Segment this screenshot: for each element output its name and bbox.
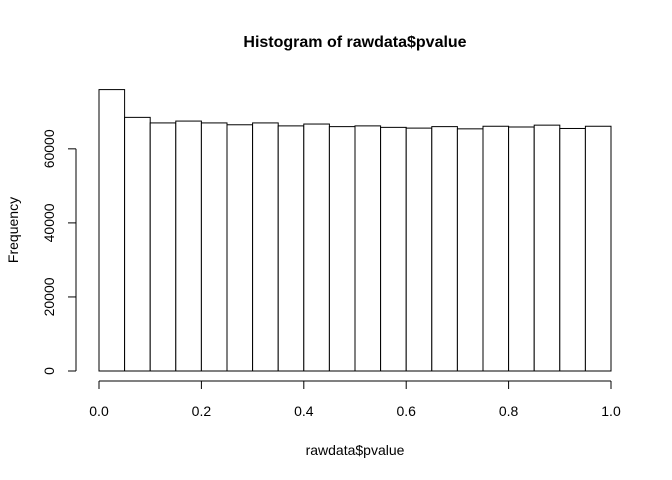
y-tick-label: 60000 <box>41 129 57 168</box>
chart-title: Histogram of rawdata$pvalue <box>243 34 466 51</box>
histogram-bar <box>277 125 305 372</box>
y-axis: 0 20000 40000 60000 <box>41 129 77 375</box>
x-tick-label: 0.2 <box>192 403 212 419</box>
histogram-bar <box>354 125 382 372</box>
x-tick-label: 0.6 <box>396 403 416 419</box>
histogram-bar <box>584 125 612 372</box>
y-tick-label: 40000 <box>41 203 57 242</box>
y-tick-label: 0 <box>41 367 57 375</box>
histogram-bar <box>405 127 433 372</box>
x-tick-label: 0.0 <box>89 403 109 419</box>
histogram-bar <box>303 123 330 372</box>
histogram-bar <box>533 124 561 372</box>
histogram-bar <box>149 122 177 372</box>
histogram-bar <box>456 128 484 372</box>
histogram-bar <box>124 116 151 372</box>
histogram-bar <box>175 120 202 372</box>
y-axis-label: Frequency <box>5 197 21 263</box>
histogram-bar <box>431 126 458 372</box>
histogram-bar <box>200 122 228 372</box>
bars-group <box>98 89 612 372</box>
x-axis-label: rawdata$pvalue <box>306 442 405 458</box>
histogram-bar <box>559 127 586 372</box>
y-tick-label: 20000 <box>41 277 57 316</box>
x-tick-label: 0.8 <box>499 403 519 419</box>
histogram-bar <box>380 126 407 372</box>
histogram-bar <box>482 125 510 372</box>
histogram-bar <box>226 124 254 372</box>
x-axis: 0.0 0.2 0.4 0.6 0.8 1.0 <box>89 380 621 419</box>
histogram-bar <box>508 126 535 372</box>
histogram-bar <box>252 122 279 372</box>
x-tick-label: 1.0 <box>601 403 621 419</box>
histogram-bar <box>328 126 356 372</box>
histogram-bar <box>98 89 126 372</box>
x-tick-label: 0.4 <box>294 403 314 419</box>
